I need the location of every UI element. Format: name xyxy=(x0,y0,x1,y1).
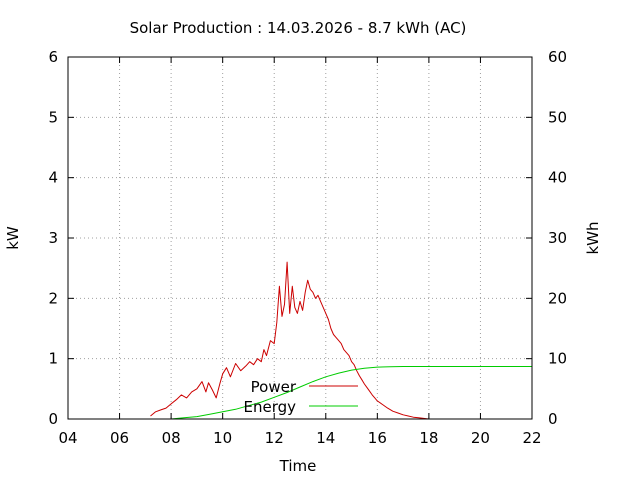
chart-title: Solar Production : 14.03.2026 - 8.7 kWh … xyxy=(130,19,467,37)
tick-marks xyxy=(67,56,533,420)
x-tick-label: 08 xyxy=(162,429,181,447)
y-tick-labels: 0 1 2 3 4 5 6 xyxy=(48,48,58,428)
x-tick-label: 10 xyxy=(213,429,232,447)
x-tick-label: 20 xyxy=(471,429,490,447)
x-tick-label: 18 xyxy=(419,429,438,447)
y2-tick-labels: 0 10 20 30 40 50 60 xyxy=(548,48,567,428)
x-tick-label: 12 xyxy=(265,429,284,447)
y-tick-label: 2 xyxy=(48,289,58,307)
y2-axis-label: kWh xyxy=(584,221,602,254)
x-tick-label: 06 xyxy=(110,429,129,447)
y2-tick-label: 50 xyxy=(548,108,567,126)
grid-lines xyxy=(68,57,532,419)
y2-tick-label: 40 xyxy=(548,169,567,187)
y2-tick-label: 10 xyxy=(548,350,567,368)
series-line-energy xyxy=(171,366,532,420)
y2-tick-label: 30 xyxy=(548,229,567,247)
x-tick-labels: 04 06 08 10 12 14 16 18 20 22 xyxy=(58,429,541,447)
y2-tick-label: 20 xyxy=(548,289,567,307)
y-tick-label: 0 xyxy=(48,410,58,428)
x-tick-label: 22 xyxy=(522,429,541,447)
x-axis-label: Time xyxy=(279,457,317,475)
y-tick-label: 5 xyxy=(48,108,58,126)
y-tick-label: 3 xyxy=(48,229,58,247)
legend-label-power: Power xyxy=(251,378,297,396)
series-layer xyxy=(150,261,532,420)
y-tick-label: 4 xyxy=(48,169,58,187)
y-axis-label: kW xyxy=(4,226,22,250)
y-tick-label: 6 xyxy=(48,48,58,66)
x-tick-label: 16 xyxy=(368,429,387,447)
series-line-power xyxy=(150,261,429,420)
x-tick-label: 14 xyxy=(316,429,335,447)
legend: Power Energy xyxy=(243,378,358,416)
y-tick-label: 1 xyxy=(48,350,58,368)
x-tick-label: 04 xyxy=(58,429,77,447)
y2-tick-label: 0 xyxy=(548,410,558,428)
legend-label-energy: Energy xyxy=(243,398,296,416)
y2-tick-label: 60 xyxy=(548,48,567,66)
